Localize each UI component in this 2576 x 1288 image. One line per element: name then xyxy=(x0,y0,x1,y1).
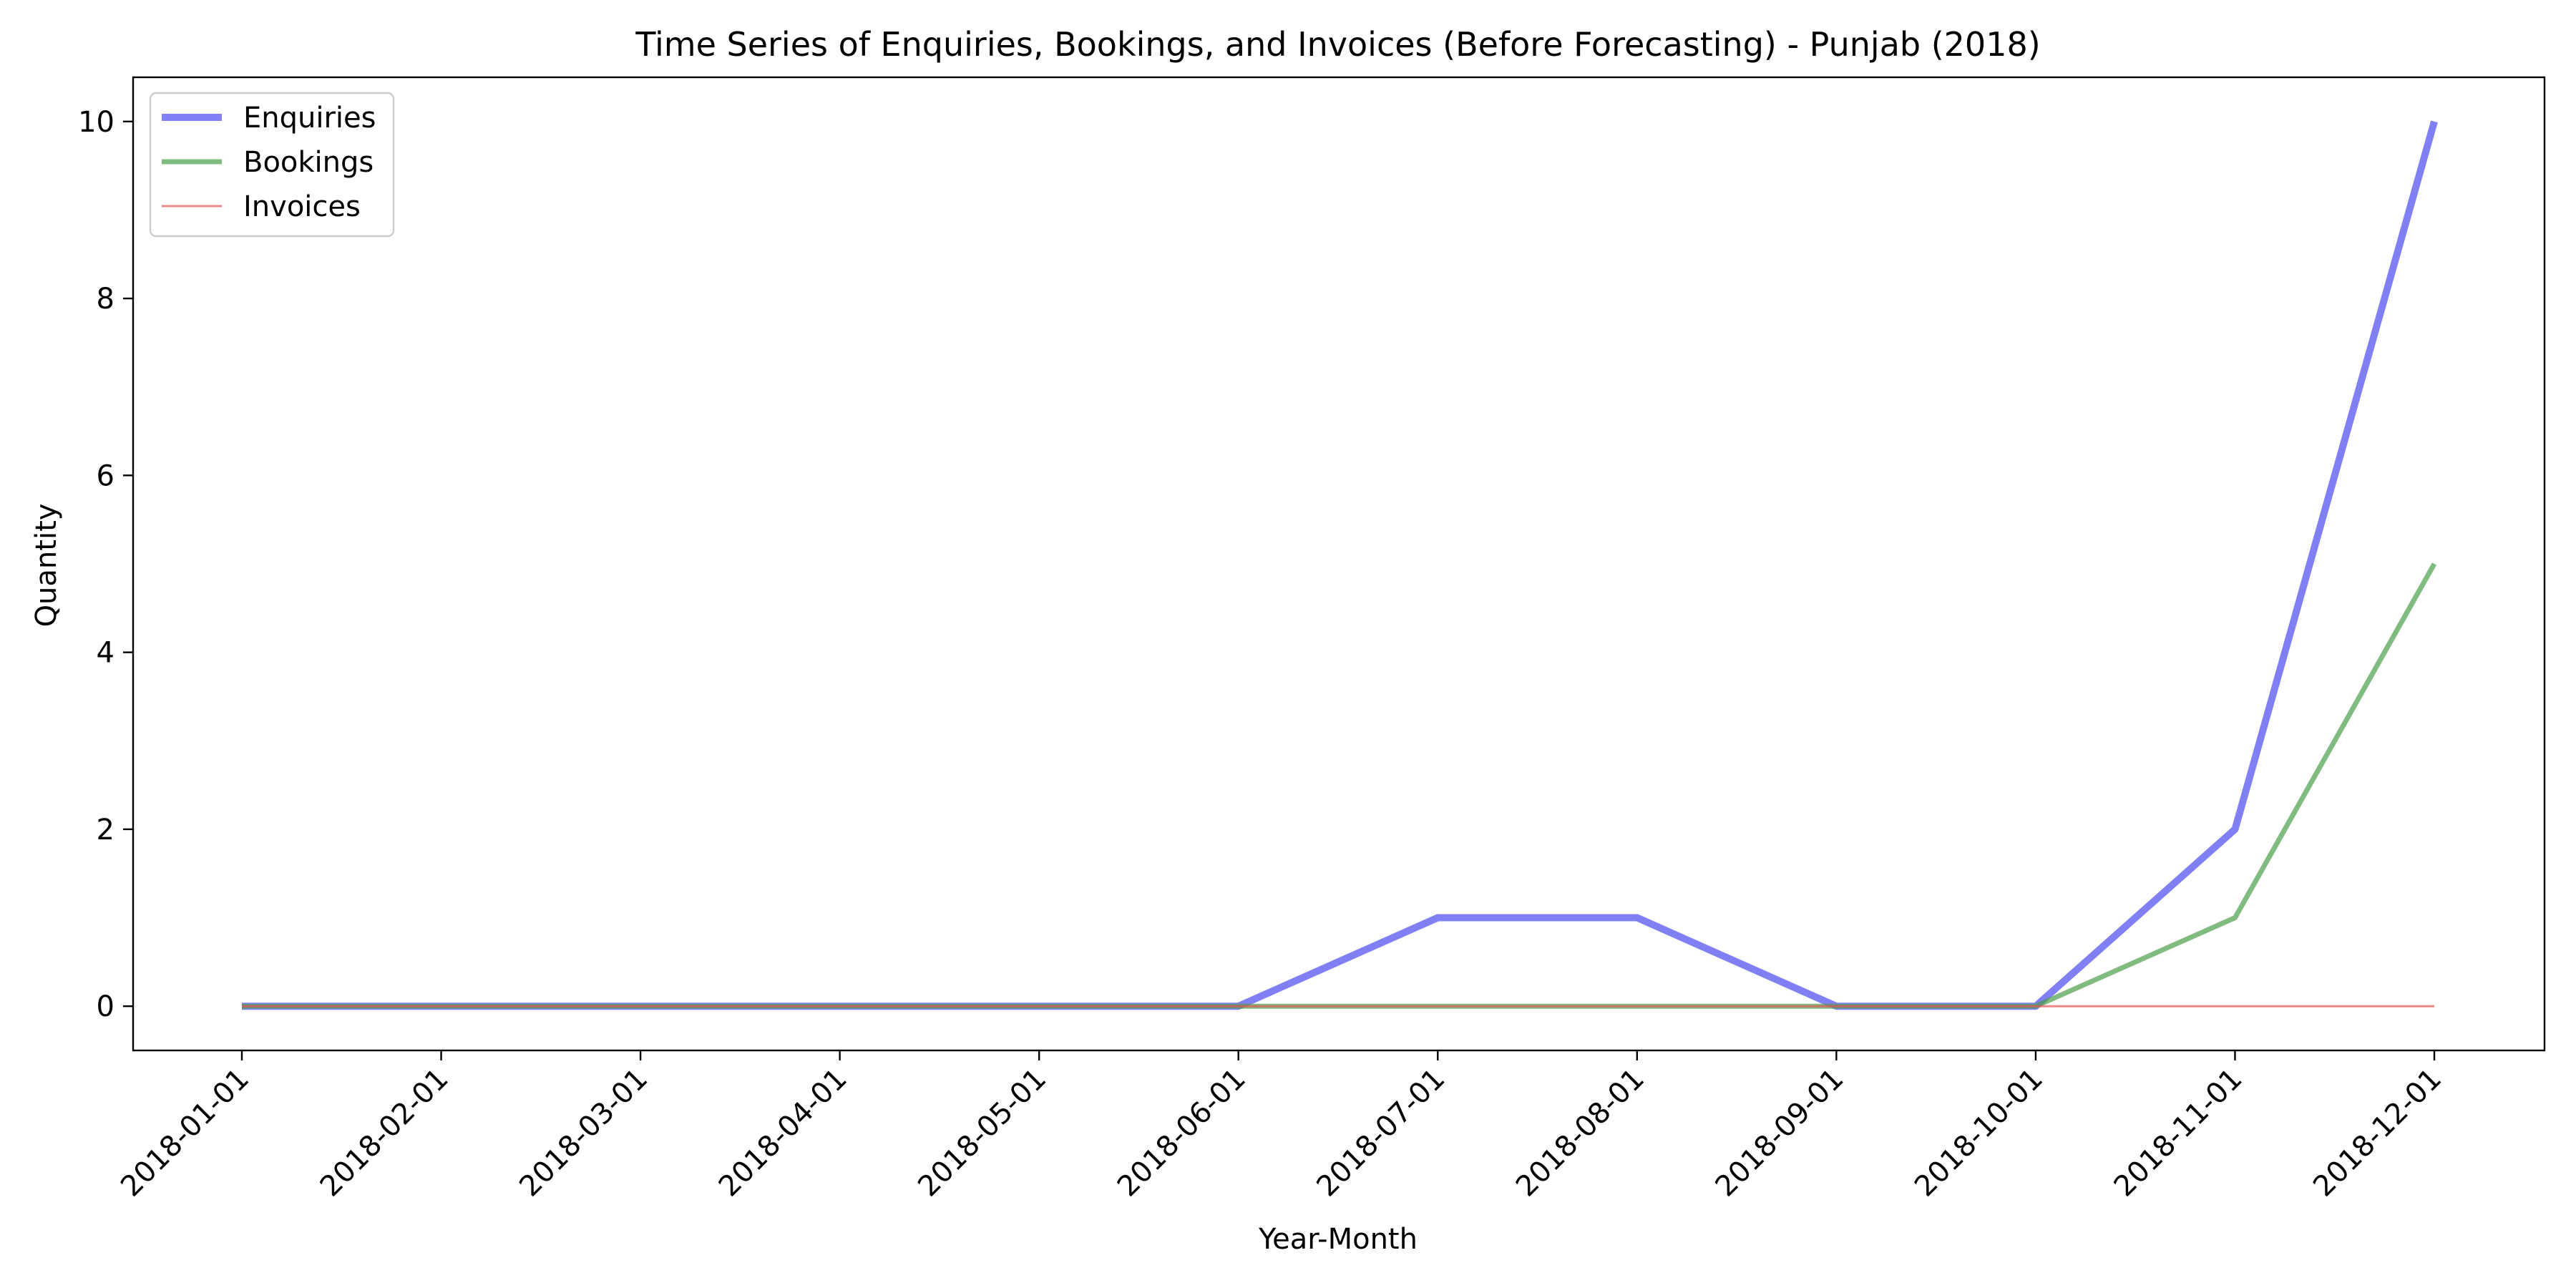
legend-label: Enquiries xyxy=(243,102,376,135)
x-tick-label: 2018-01-01 xyxy=(114,1063,255,1204)
series-lines xyxy=(242,120,2438,1010)
x-tick-label: 2018-03-01 xyxy=(513,1063,654,1204)
x-tick-label: 2018-02-01 xyxy=(314,1063,455,1204)
y-tick-label: 8 xyxy=(97,283,114,316)
legend: Enquiries Bookings Invoices xyxy=(149,92,395,238)
series-line-enquiries xyxy=(242,120,2438,1010)
y-tick-label: 10 xyxy=(78,106,114,139)
legend-label: Bookings xyxy=(243,146,374,179)
y-tick-label: 4 xyxy=(97,637,114,670)
x-tick-label: 2018-09-01 xyxy=(1709,1063,1850,1204)
x-tick-label: 2018-04-01 xyxy=(713,1063,854,1204)
y-tick-label: 0 xyxy=(97,990,114,1023)
x-tick-label: 2018-06-01 xyxy=(1111,1063,1252,1204)
x-tick-label: 2018-05-01 xyxy=(912,1063,1053,1204)
chart-title: Time Series of Enquiries, Bookings, and … xyxy=(635,25,2040,64)
x-tick-label: 2018-11-01 xyxy=(2108,1063,2249,1204)
axes: 2018-01-01 2018-02-01 2018-03-01 2018-04-01… xyxy=(78,76,2546,1204)
y-axis-label: Quantity xyxy=(30,504,63,628)
x-tick-label: 2018-08-01 xyxy=(1510,1063,1651,1204)
x-tick-label: 2018-10-01 xyxy=(1908,1063,2049,1204)
y-tick-label: 2 xyxy=(97,814,114,847)
legend-label: Invoices xyxy=(243,190,361,223)
x-tick-label: 2018-12-01 xyxy=(2307,1063,2448,1204)
y-tick-label: 6 xyxy=(97,459,114,492)
x-tick-label: 2018-07-01 xyxy=(1310,1063,1451,1204)
plot-frame xyxy=(132,76,2546,1052)
x-axis-label: Year-Month xyxy=(1258,1223,1418,1256)
legend-frame xyxy=(149,92,395,238)
